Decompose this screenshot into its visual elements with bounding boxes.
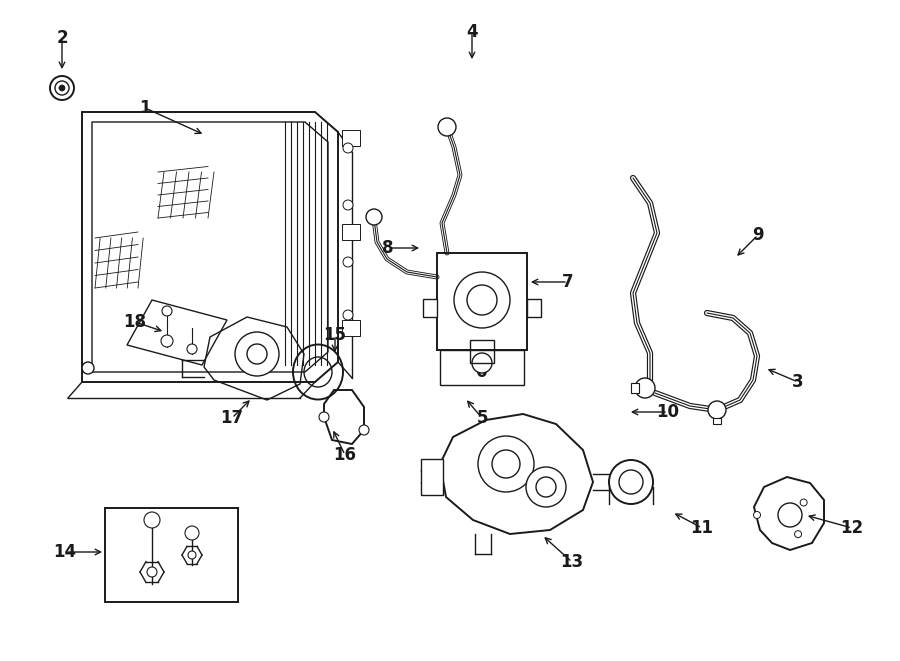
- Circle shape: [187, 344, 197, 354]
- Bar: [105, 508, 238, 602]
- Circle shape: [795, 531, 802, 537]
- Bar: [423, 299, 437, 317]
- Circle shape: [82, 362, 94, 374]
- Circle shape: [343, 143, 353, 153]
- Circle shape: [319, 412, 329, 422]
- Circle shape: [343, 257, 353, 267]
- Circle shape: [343, 200, 353, 210]
- Text: 8: 8: [382, 239, 394, 257]
- Text: 12: 12: [841, 519, 864, 537]
- Circle shape: [800, 499, 807, 506]
- Circle shape: [526, 467, 566, 507]
- Bar: [713, 418, 721, 424]
- Text: 7: 7: [562, 273, 574, 291]
- Circle shape: [59, 85, 65, 91]
- Circle shape: [188, 551, 196, 559]
- Text: 4: 4: [466, 23, 478, 41]
- Text: 15: 15: [323, 326, 346, 344]
- Circle shape: [161, 335, 173, 347]
- Circle shape: [147, 567, 157, 577]
- Text: 10: 10: [656, 403, 680, 421]
- Circle shape: [478, 436, 534, 492]
- Circle shape: [708, 401, 726, 419]
- Circle shape: [438, 118, 456, 136]
- Circle shape: [536, 477, 556, 497]
- Bar: [527, 299, 541, 317]
- Bar: [342, 320, 360, 336]
- Circle shape: [472, 353, 492, 373]
- Text: 6: 6: [476, 363, 488, 381]
- Circle shape: [247, 344, 267, 364]
- Circle shape: [343, 310, 353, 320]
- Circle shape: [144, 512, 160, 528]
- Circle shape: [753, 512, 760, 518]
- Text: 16: 16: [334, 446, 356, 464]
- Circle shape: [55, 81, 69, 95]
- Bar: [631, 383, 639, 393]
- Text: 1: 1: [140, 99, 150, 117]
- Text: 2: 2: [56, 29, 68, 47]
- Circle shape: [235, 332, 279, 376]
- Circle shape: [635, 378, 655, 398]
- Text: 14: 14: [53, 543, 76, 561]
- Bar: [421, 459, 443, 495]
- Circle shape: [359, 425, 369, 435]
- Circle shape: [778, 503, 802, 527]
- Text: 11: 11: [690, 519, 714, 537]
- Circle shape: [162, 306, 172, 316]
- Text: 18: 18: [123, 313, 147, 331]
- Text: 5: 5: [476, 409, 488, 427]
- Text: 9: 9: [752, 226, 764, 244]
- Circle shape: [454, 272, 510, 328]
- Bar: [342, 224, 360, 240]
- Text: 17: 17: [220, 409, 244, 427]
- Circle shape: [366, 209, 382, 225]
- Bar: [342, 130, 360, 146]
- Text: 13: 13: [561, 553, 583, 571]
- Circle shape: [50, 76, 74, 100]
- Circle shape: [185, 526, 199, 540]
- Circle shape: [492, 450, 520, 478]
- Circle shape: [467, 285, 497, 315]
- Text: 3: 3: [792, 373, 804, 391]
- Circle shape: [609, 460, 653, 504]
- Circle shape: [619, 470, 643, 494]
